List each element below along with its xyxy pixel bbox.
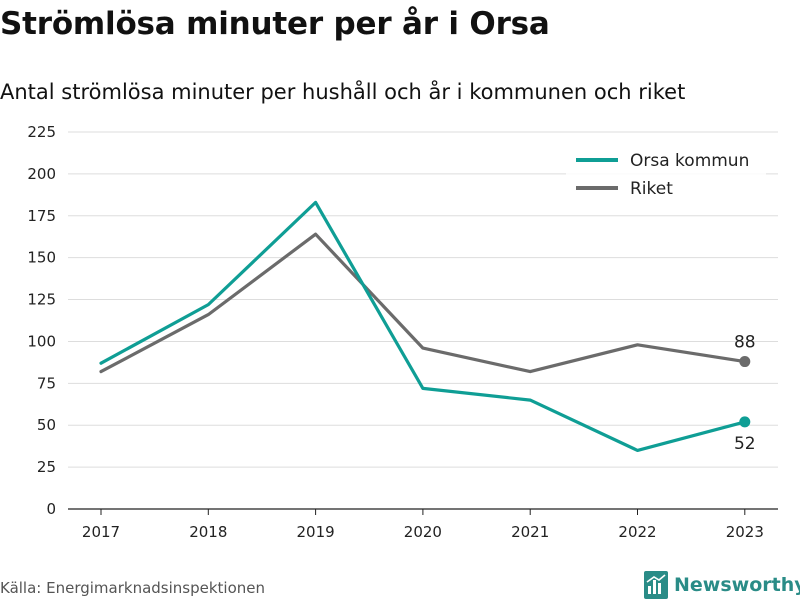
y-tick-label: 125 [27, 291, 56, 309]
series-line-riket [99, 232, 747, 374]
legend-background [566, 146, 766, 206]
y-tick-label: 175 [27, 207, 56, 225]
y-tick-label: 0 [46, 500, 56, 518]
x-tick-label: 2017 [82, 523, 120, 541]
chart-title: Strömlösa minuter per år i Orsa [0, 6, 550, 42]
y-tick-label: 75 [37, 374, 56, 392]
brand-name: Newsworthy [674, 574, 800, 596]
legend-label-orsa-kommun: Orsa kommun [630, 151, 749, 171]
end-value-label-orsa-kommun: 52 [734, 434, 756, 454]
y-tick-label: 100 [27, 332, 56, 350]
bar-chart-logo-icon [644, 571, 668, 599]
series-end-point-orsa-kommun [739, 416, 751, 428]
x-tick-label: 2021 [511, 523, 549, 541]
y-tick-label: 150 [27, 249, 56, 267]
x-tick-label: 2020 [404, 523, 442, 541]
x-tick-label: 2019 [297, 523, 335, 541]
end-value-label-riket: 88 [734, 333, 756, 353]
y-tick-label: 225 [27, 123, 56, 141]
x-tick-label: 2022 [618, 523, 656, 541]
chart-subtitle: Antal strömlösa minuter per hushåll och … [0, 80, 686, 104]
y-tick-label: 25 [37, 458, 56, 476]
legend-label-riket: Riket [630, 179, 673, 199]
series-end-point-riket [739, 356, 751, 368]
y-tick-label: 200 [27, 165, 56, 183]
source-note: Källa: Energimarknadsinspektionen [0, 579, 266, 597]
x-tick-label: 2018 [189, 523, 227, 541]
x-tick-label: 2023 [726, 523, 764, 541]
series-line-orsa-kommun [99, 200, 747, 452]
y-tick-label: 50 [37, 416, 56, 434]
brand-logo: Newsworthy [644, 570, 800, 600]
